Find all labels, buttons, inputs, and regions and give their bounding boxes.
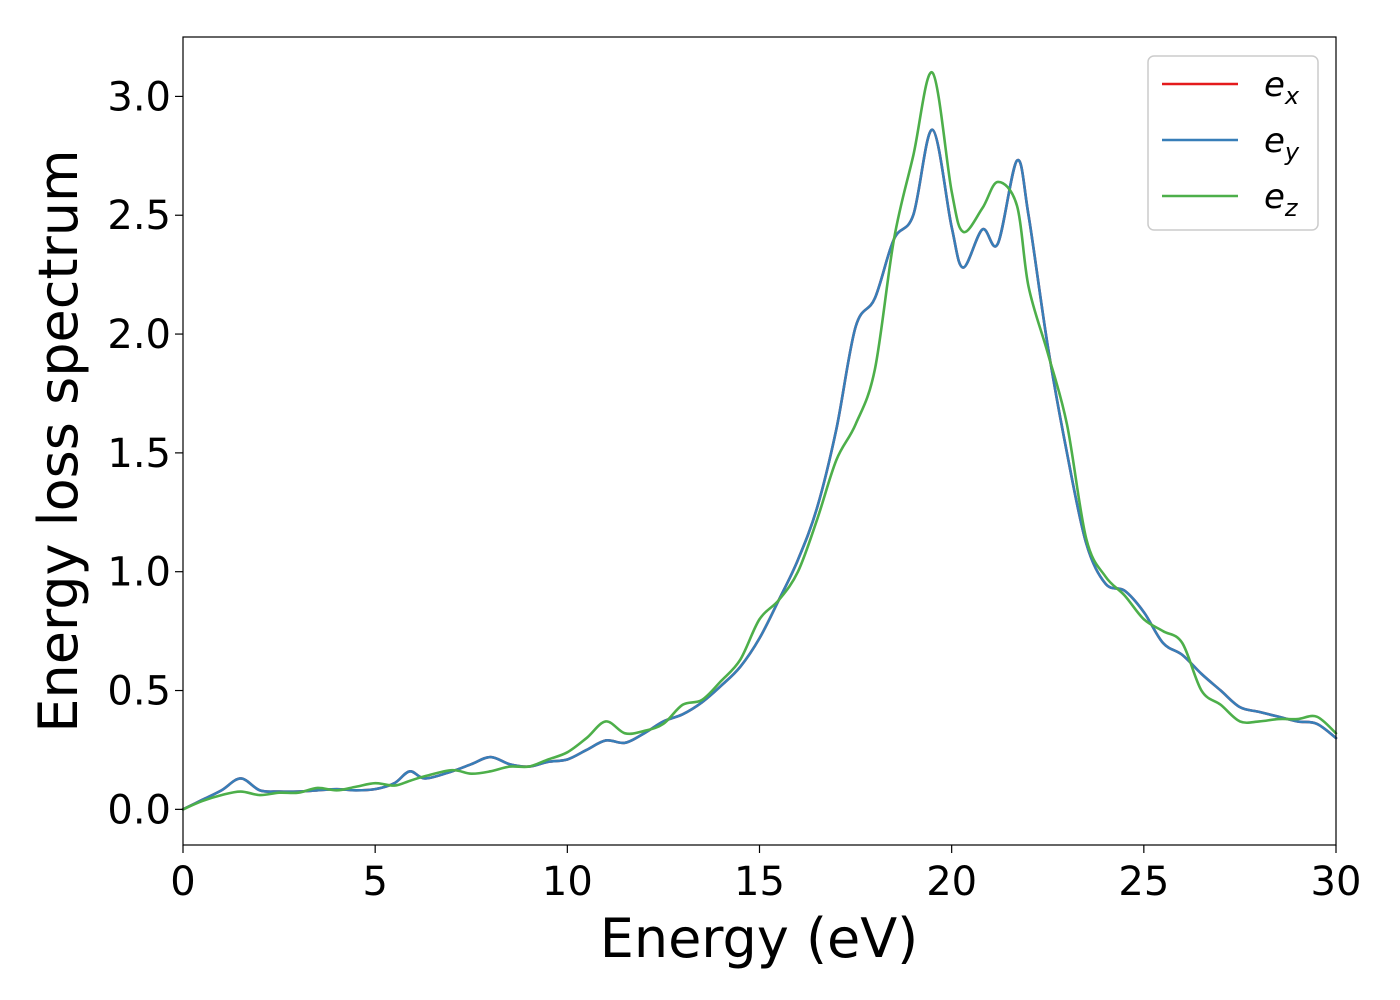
y-tick-label: 1.0 xyxy=(107,550,171,596)
series-line-ey xyxy=(181,128,1338,811)
legend-label-ex: ex xyxy=(1264,65,1300,110)
series-layer xyxy=(181,71,1338,811)
y-tick-label: 0.0 xyxy=(107,787,171,833)
x-tick-label: 5 xyxy=(362,859,387,905)
y-tick-label: 1.5 xyxy=(107,431,171,477)
x-axis-title: Energy (eV) xyxy=(600,907,919,970)
legend: ex ey ez xyxy=(1147,55,1319,231)
legend-label-ez: ez xyxy=(1264,177,1299,222)
y-tick-label: 2.0 xyxy=(107,312,171,358)
legend-box xyxy=(1147,55,1319,231)
x-tick-label: 15 xyxy=(734,859,785,905)
x-axis-ticks: 0 5 10 15 20 25 30 xyxy=(170,845,1361,905)
y-tick-label: 0.5 xyxy=(107,669,171,715)
x-tick-label: 0 xyxy=(170,859,195,905)
x-tick-label: 10 xyxy=(542,859,593,905)
x-tick-label: 25 xyxy=(1118,859,1169,905)
y-axis-title: Energy loss spectrum xyxy=(27,149,90,732)
x-tick-label: 30 xyxy=(1311,859,1362,905)
legend-label-ey: ey xyxy=(1264,121,1300,166)
y-axis-ticks: 0.0 0.5 1.0 1.5 2.0 2.5 3.0 xyxy=(107,74,183,833)
x-tick-label: 20 xyxy=(926,859,977,905)
y-tick-label: 3.0 xyxy=(107,74,171,120)
plot-area xyxy=(183,37,1336,845)
series-line-ez xyxy=(181,71,1338,811)
y-tick-label: 2.5 xyxy=(107,193,171,239)
